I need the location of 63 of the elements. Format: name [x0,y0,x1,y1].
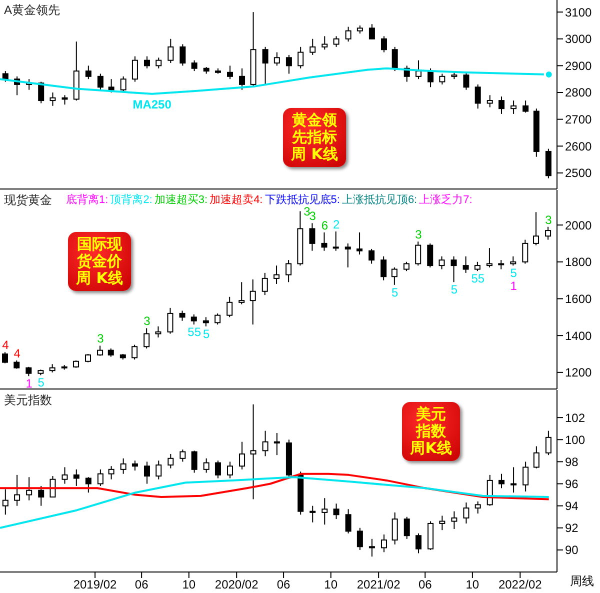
y-tick-label: 102 [565,410,586,425]
annotation: 3 [415,228,422,242]
y-tick-label: 2600 [565,139,592,154]
x-tick-label: 2019/02 [73,578,118,592]
annotation: 下跌抵抗见底5: [264,192,340,207]
annotation: 1 [26,376,33,391]
annotation: 美元指数周K线 [402,402,460,461]
y-tick-label: 2900 [565,58,592,73]
annotation: 上涨乏力7: [419,193,472,208]
annotation: 3 [144,314,151,328]
chart-title: 现货黄金 [4,192,52,209]
annotation: 顶背离2: [110,192,152,208]
y-tick-label: 2000 [565,218,592,232]
annotation: 3 [309,209,316,224]
x-tick-label: 06 [276,578,291,592]
y-tick-label: 94 [565,499,579,514]
annotation: 4 [14,346,21,360]
annotation: 55 [471,272,485,286]
x-tick-label: 2020/02 [214,578,259,592]
x-tick-label: 10 [324,578,338,592]
y-tick-label: 2800 [565,86,592,100]
y-tick-label: 2700 [565,112,592,127]
y-tick-label: 1800 [565,255,592,270]
y-tick-label: 98 [565,454,579,469]
annotation: 5 [450,282,458,297]
y-tick-label: 3100 [565,5,592,20]
chart-title: A黄金领先 [4,2,60,19]
y-tick-label: 100 [565,432,586,447]
annotation: 底背离1: [66,192,108,208]
y-tick-label: 1600 [565,292,592,306]
annotation: 3 [545,212,552,227]
annotation: 上涨抵抗见顶6: [342,193,418,208]
annotation: 国际现货金价周 K线 [68,232,131,291]
y-tick-label: 1400 [565,328,592,343]
annotation: 黄金领先指标周 K线 [283,108,346,167]
annotation: 5 [510,266,518,280]
x-tick-label: 10 [182,578,196,592]
y-tick-label: 3000 [565,32,592,46]
annotation: 3 [304,204,311,218]
x-tick-label: 10 [466,578,480,592]
annotation: 4 [2,338,10,352]
y-tick-label: 2500 [565,166,592,180]
annotation: 5 [392,285,399,300]
y-tick-label: 96 [565,477,579,492]
annotation: 5 [38,376,45,390]
annotation: 3 [97,332,104,346]
annotation: 2 [332,217,340,232]
series-label: MA250 [132,97,172,112]
y-tick-label: 1200 [565,366,592,380]
y-tick-label: 90 [565,543,579,558]
y-tick-label: 92 [565,521,579,536]
annotation: 55 [188,325,202,340]
x-axis-title: 周线 [570,573,594,590]
annotation: 加速超买3: [154,193,208,208]
annotation: 加速超卖4: [210,193,263,208]
annotation: 6 [321,218,328,232]
chart-title: 美元指数 [4,392,52,409]
x-tick-label: 2022/02 [498,578,542,592]
x-tick-label: 2021/02 [356,578,401,592]
annotation: 1 [510,279,518,294]
x-tick-label: 06 [134,578,149,592]
x-tick-label: 06 [418,578,432,592]
annotation: 5 [203,326,210,341]
